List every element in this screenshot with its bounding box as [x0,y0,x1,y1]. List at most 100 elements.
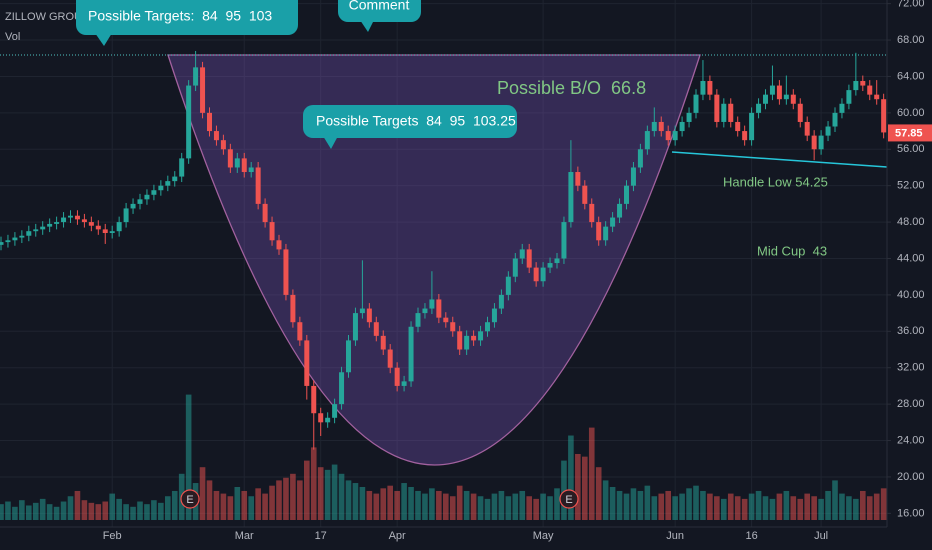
volume-bar [185,394,192,520]
candle-body [54,222,60,224]
candle-body [651,121,657,132]
volume-bar [825,490,831,520]
volume-bar [26,505,32,520]
x-tick-label: Jul [814,530,828,542]
volume-bar [213,490,220,520]
candle-body [874,94,880,100]
candle-body [325,417,331,423]
candle-body [130,203,136,209]
volume-bar [331,464,338,520]
volume-bar [818,498,824,520]
volume-bar [547,496,553,520]
candle-body [582,185,588,204]
volume-bar [380,488,387,520]
candle-body [81,219,87,223]
candle-body [109,231,115,234]
candle-body [40,226,46,230]
candle-body [352,313,358,341]
breakout-text: Possible B/O 66.8 [497,78,646,98]
volume-bar [32,502,39,520]
candle-body [589,203,595,223]
candle-body [200,67,206,113]
candle-body [498,294,504,309]
last-price-label: 57.85 [895,127,923,139]
earnings-circle [559,489,579,509]
volume-bar [415,490,421,520]
volume-bar [846,496,852,520]
volume-bar [783,490,790,520]
volume-bar [116,498,122,520]
volume-bar [234,487,241,520]
candle-body [408,326,414,382]
volume-bar [5,501,11,520]
candle-layer [0,50,887,450]
candle-body [728,103,734,122]
candle-body [234,158,240,168]
volume-bar [227,496,234,520]
x-tick-label: Apr [389,530,406,542]
candle-body [603,226,609,241]
volume-bar [0,504,4,520]
candle-body [380,335,386,350]
volume-bar [630,488,637,520]
volume-bar [276,480,282,520]
candle-body [596,222,602,241]
y-tick-label: 36.00 [897,325,925,337]
x-tick-label: Mar [235,530,254,542]
volume-bar [568,435,574,520]
callout-box [303,105,517,138]
volume-bar [512,493,519,520]
volume-bar [297,480,303,520]
y-tick-label: 72.00 [897,0,925,10]
volume-bar [776,493,783,520]
volume-bar [672,496,678,520]
callout-text: Comment [349,0,410,13]
volume-bar [790,496,797,520]
candle-body [290,294,296,323]
mid-cup-text: Mid Cup 43 [757,243,827,258]
volume-bar [95,504,102,520]
volume-bar [880,488,887,520]
candle-body [220,140,226,150]
candle-body [832,112,838,127]
candle-body [804,121,810,136]
volume-bar [130,506,136,520]
candle-body [505,276,511,295]
candle-body [561,222,567,259]
x-tick-label: 16 [745,530,757,542]
candle-body [644,131,650,150]
candle-body [790,94,796,104]
candle-body [617,203,623,218]
candle-body [610,217,616,227]
candle-body [811,135,817,150]
volume-bar [811,496,817,520]
candle-body [686,112,692,122]
candle-body [443,317,449,323]
volume-bar [67,496,74,520]
volume-bar [283,477,289,520]
handle-low-text: Handle Low 54.25 [723,174,828,189]
candle-body [262,203,268,223]
earnings-text: E [565,494,572,506]
volume-bar [575,454,581,520]
candle-body [359,308,365,314]
candle-body [464,335,470,350]
candle-body [519,249,525,259]
candle-body [95,225,101,230]
volume-bar [554,488,560,520]
callout-tail [95,33,112,46]
candle-body [151,190,157,195]
volume-bar [109,493,115,520]
candle-body [179,158,185,177]
candle-body [207,112,212,132]
axis-layer: 16.00 20.00 24.00 28.00 32.00 36.00 40.00 44.00… [103,0,932,542]
volume-label: Vol [5,31,20,43]
volume-bar [873,493,880,520]
callout-text: Possible Targets 84 95 103.25 [316,113,516,129]
volume-bar [81,500,88,520]
volume-bar [206,480,213,520]
volume-bar [526,496,532,520]
volume-bar [588,427,595,520]
candle-body [735,121,741,132]
candle-body [276,240,282,250]
